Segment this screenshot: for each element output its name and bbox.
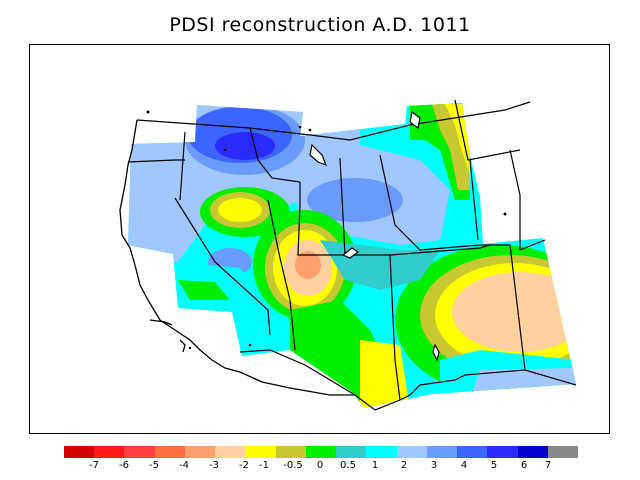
swatch-m6 [94, 446, 125, 458]
flathead-lake [309, 143, 328, 167]
swatch-05 [336, 446, 367, 458]
gulf-coast [239, 371, 355, 396]
island-2 [298, 125, 302, 129]
or-id-border [179, 131, 186, 201]
field-utah-blue [307, 178, 403, 222]
sd-ne-border [469, 159, 479, 241]
great-salt-lake [341, 247, 360, 259]
map-title: PDSI reconstruction A.D. 1011 [169, 14, 471, 36]
field-california-green [178, 280, 230, 300]
se-border [524, 369, 577, 386]
swatch-m1 [245, 446, 276, 458]
swatch-1 [366, 446, 397, 458]
pdsi-map [119, 99, 577, 411]
nd-sd-border [454, 99, 521, 161]
swatch-m3 [184, 446, 216, 458]
island-7 [188, 346, 192, 350]
swatch-m5 [124, 446, 155, 458]
swatch-m2 [215, 446, 246, 458]
island-3 [308, 128, 312, 132]
tick-label: -3 [209, 460, 219, 471]
us-mexico-border [239, 349, 401, 411]
tick-label: 0.5 [340, 460, 356, 471]
channel-islands [149, 319, 173, 326]
ok-tx-border [399, 244, 526, 401]
tick-label: -0.5 [283, 460, 303, 471]
island-5 [503, 212, 507, 216]
swatch-m7 [64, 446, 95, 458]
lake-meredith [432, 343, 440, 362]
pacific-coast [119, 119, 241, 373]
swatch-0 [305, 446, 337, 458]
tick-label: 0 [316, 460, 324, 471]
swatch-m4 [154, 446, 185, 458]
nv-ut-border [267, 199, 291, 301]
id-mt-border [249, 127, 301, 183]
az-border [289, 299, 296, 351]
tick-label: 3 [430, 460, 438, 471]
field-idaho-dark-blue [215, 132, 275, 160]
tick-label: -2 [239, 460, 249, 471]
lakes [309, 110, 440, 362]
field-nevada-yellow [218, 198, 262, 222]
swatch-m05 [275, 446, 306, 458]
coastline [119, 119, 355, 396]
tick-label: 7 [544, 460, 552, 471]
tick-label: 2 [400, 460, 408, 471]
island-6 [248, 343, 252, 347]
tick-label: -7 [89, 460, 99, 471]
baja-islet [179, 339, 186, 353]
wa-or-border [127, 159, 185, 163]
co-nm-border [389, 244, 491, 256]
tick-label: -4 [179, 460, 189, 471]
field-east-peach [452, 272, 576, 352]
island-marks [146, 110, 507, 350]
tick-label: 1 [371, 460, 379, 471]
state-boundaries [127, 99, 577, 411]
fort-peck-lake [409, 110, 421, 130]
ks-border [509, 149, 521, 250]
east-border [519, 239, 546, 251]
tick-label: 6 [520, 460, 528, 471]
swatch-7 [547, 446, 578, 458]
tick-label: 5 [490, 460, 498, 471]
field-center-orange [295, 251, 321, 279]
id-wy-border [297, 182, 345, 256]
colorbar [64, 446, 578, 458]
field-south-yellow [360, 340, 410, 408]
pdsi-field [128, 103, 576, 408]
swatch-4 [457, 446, 488, 458]
tick-label: 4 [460, 460, 468, 471]
island-1 [146, 110, 150, 114]
tick-label: -5 [149, 460, 159, 471]
ca-nv-border [174, 197, 271, 336]
swatch-6 [517, 446, 548, 458]
swatch-2 [396, 446, 427, 458]
swatch-5 [487, 446, 518, 458]
wy-ne-border [379, 154, 481, 251]
swatch-3 [426, 446, 458, 458]
tick-label: -1 [259, 460, 269, 471]
field-montana-yellow [445, 104, 470, 175]
tick-label: -6 [119, 460, 129, 471]
island-4 [223, 148, 227, 152]
